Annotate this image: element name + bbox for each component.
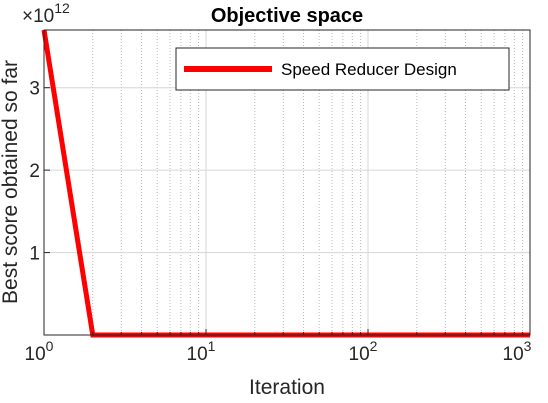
tick-marks (43, 87, 531, 335)
x-tick-label: 100 (25, 338, 54, 365)
x-tick-exponent: 2 (370, 338, 378, 354)
y-tick-label: 2 (29, 161, 40, 182)
y-tick-label: 1 (29, 244, 40, 265)
x-tick-base: 10 (25, 344, 46, 365)
chart-title: Objective space (211, 5, 363, 27)
y-axis-label: Best score obtained so far (0, 60, 22, 304)
x-tick-exponent: 0 (46, 338, 54, 354)
axes-box (43, 29, 531, 336)
y-multiplier: ×1012 (22, 0, 70, 27)
x-tick-base: 10 (503, 344, 524, 365)
x-tick-label: 103 (503, 338, 532, 365)
y-multiplier-exponent: 12 (54, 0, 70, 16)
x-tick-label: 102 (349, 338, 378, 365)
x-tick-exponent: 1 (208, 338, 216, 354)
legend-label: Speed Reducer Design (281, 60, 457, 79)
x-tick-base: 10 (187, 344, 208, 365)
x-tick-exponent: 3 (524, 338, 532, 354)
x-tick-label: 101 (187, 338, 216, 365)
x-tick-labels: 100 101 102 103 (25, 338, 532, 365)
x-axis-label: Iteration (249, 376, 325, 399)
x-tick-base: 10 (349, 344, 370, 365)
y-tick-labels: 1 2 3 (29, 79, 40, 265)
y-multiplier-base: ×10 (22, 6, 54, 27)
legend: Speed Reducer Design (175, 47, 510, 91)
y-tick-label: 3 (29, 79, 40, 100)
